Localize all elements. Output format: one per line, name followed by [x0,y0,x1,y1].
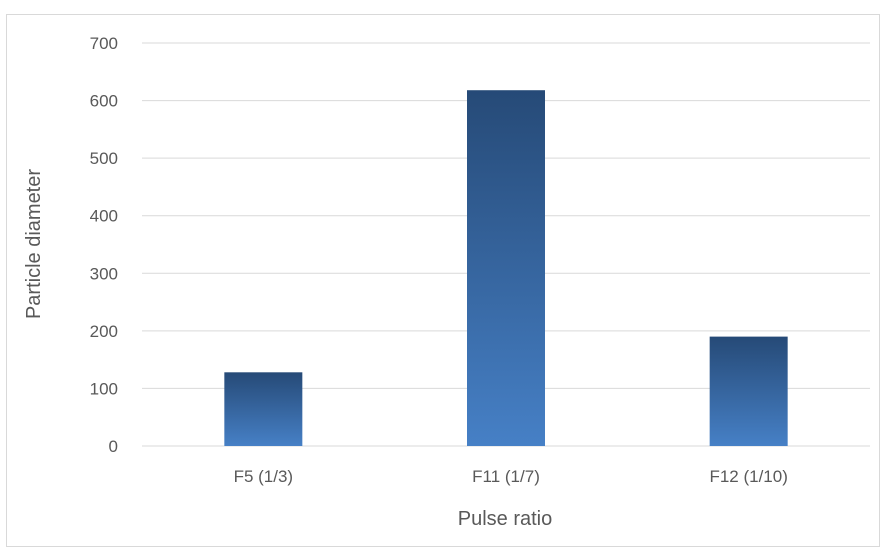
y-tick-label: 400 [90,207,118,226]
x-tick-label: F11 (1/7) [472,467,540,486]
y-tick-label: 0 [109,437,118,456]
x-axis-ticks: F5 (1/3) F11 (1/7) F12 (1/10) [234,467,788,486]
bar [467,90,545,447]
x-axis-title: Pulse ratio [458,508,553,530]
bar [224,372,303,446]
y-tick-label: 200 [90,322,118,341]
x-tick-label: F12 (1/10) [709,467,787,486]
y-axis-ticks: 0 100 200 300 400 500 600 700 [90,34,118,456]
y-tick-label: 700 [90,34,118,53]
y-tick-label: 300 [90,264,118,283]
y-tick-label: 500 [90,149,118,168]
bars [224,90,788,447]
y-tick-label: 100 [90,379,118,398]
bar [709,336,788,446]
y-axis-title: Particle diameter [23,169,45,319]
y-tick-label: 600 [90,92,118,111]
x-tick-label: F5 (1/3) [234,467,294,486]
chart-frame [6,14,880,547]
